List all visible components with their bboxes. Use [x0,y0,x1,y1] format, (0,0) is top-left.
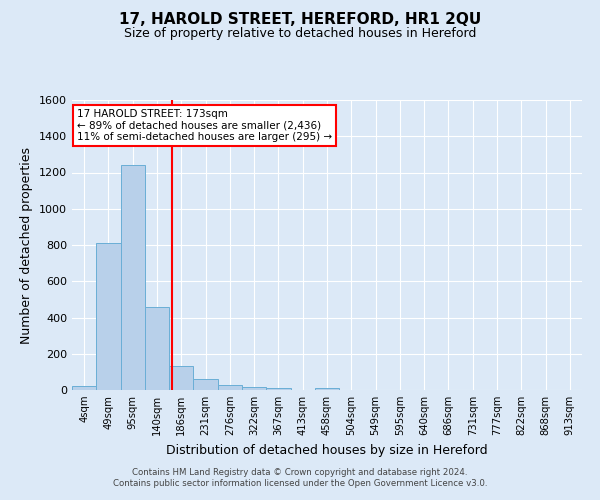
Bar [72,386,96,390]
Text: 17 HAROLD STREET: 173sqm
← 89% of detached houses are smaller (2,436)
11% of sem: 17 HAROLD STREET: 173sqm ← 89% of detach… [77,108,332,142]
Text: Contains HM Land Registry data © Crown copyright and database right 2024.
Contai: Contains HM Land Registry data © Crown c… [113,468,487,487]
Bar [145,306,169,390]
Bar [266,388,290,390]
Text: 17, HAROLD STREET, HEREFORD, HR1 2QU: 17, HAROLD STREET, HEREFORD, HR1 2QU [119,12,481,28]
Y-axis label: Number of detached properties: Number of detached properties [20,146,34,344]
Bar [193,379,218,390]
Bar [242,388,266,390]
Bar [96,243,121,390]
Text: Size of property relative to detached houses in Hereford: Size of property relative to detached ho… [124,28,476,40]
Bar [121,165,145,390]
Bar [315,388,339,390]
Bar [169,366,193,390]
X-axis label: Distribution of detached houses by size in Hereford: Distribution of detached houses by size … [166,444,488,456]
Bar [218,386,242,390]
